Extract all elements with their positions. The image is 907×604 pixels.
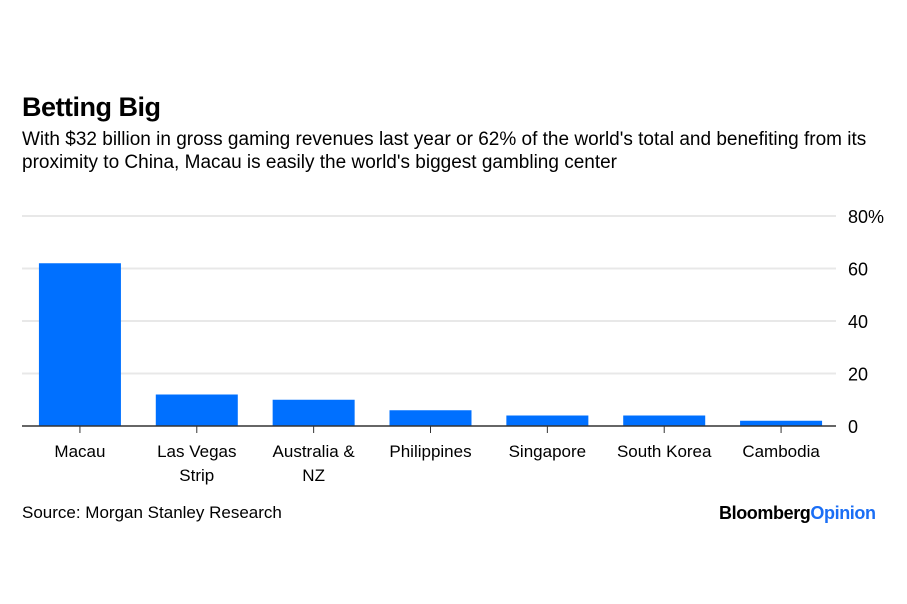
bar-macau	[38, 263, 121, 426]
y-tick-label: 60	[848, 260, 868, 280]
logo-part-bloomberg: Bloomberg	[719, 503, 811, 523]
x-tick-label: NZ	[302, 466, 325, 485]
bloomberg-opinion-logo: BloombergOpinion	[719, 503, 876, 524]
x-tick-label: Macau	[54, 442, 105, 461]
x-tick-label: Cambodia	[742, 442, 820, 461]
x-tick-label: South Korea	[617, 442, 712, 461]
bar-las-vegas-strip	[155, 394, 238, 426]
x-tick-label: Las Vegas	[157, 442, 236, 461]
x-tick-label: Australia &	[273, 442, 356, 461]
bar-singapore	[506, 415, 589, 426]
y-tick-label: 80%	[848, 207, 884, 227]
bar-south-korea	[623, 415, 706, 426]
chart-subtitle: With $32 billion in gross gaming revenue…	[22, 129, 867, 173]
source-note: Source: Morgan Stanley Research	[22, 503, 282, 522]
bar-australia-nz	[272, 399, 355, 426]
x-tick-label: Strip	[179, 466, 214, 485]
y-tick-label: 0	[848, 417, 858, 437]
chart-title: Betting Big	[22, 92, 161, 122]
logo-part-opinion: Opinion	[810, 503, 876, 523]
bar-cambodia	[740, 420, 823, 426]
x-tick-label: Philippines	[389, 442, 471, 461]
y-tick-label: 40	[848, 312, 868, 332]
bar-philippines	[389, 410, 472, 426]
x-tick-label: Singapore	[509, 442, 587, 461]
y-tick-label: 20	[848, 365, 868, 385]
